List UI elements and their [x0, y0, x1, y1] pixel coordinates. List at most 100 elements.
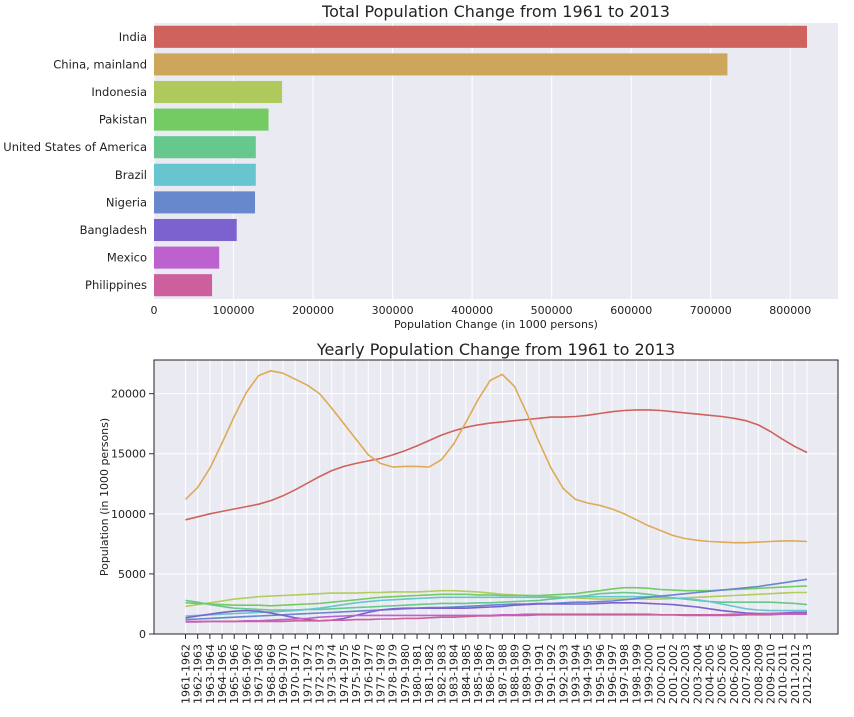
line-x-tick-label: 1993-1994 — [569, 644, 582, 704]
line-x-tick-label: 2004-2005 — [704, 644, 717, 704]
bar-x-tick-label: 400000 — [451, 304, 493, 317]
bar-x-tick-label: 100000 — [213, 304, 255, 317]
line-x-tick-label: 2012-2013 — [801, 644, 814, 704]
bar — [154, 108, 269, 131]
line-x-tick-label: 1987-1988 — [496, 644, 509, 704]
bar — [154, 80, 283, 104]
bar-chart-title: Total Population Change from 1961 to 201… — [321, 2, 670, 21]
line-x-tick-label: 1997-1998 — [618, 644, 631, 704]
line-series-1 — [185, 409, 808, 521]
bar-category-labels: India China, mainland Indonesia Pakistan Uni… — [3, 30, 147, 292]
line-x-tick-label: 1988-1989 — [509, 644, 522, 704]
line-x-tick-label: 2009-2010 — [764, 644, 777, 704]
line-y-axis-label: Population (in 1000 persons) — [98, 418, 111, 576]
bar — [154, 218, 237, 242]
line-series-6 — [185, 595, 807, 617]
bar-marks — [154, 25, 807, 297]
line-x-tick-label: 1970-1971 — [289, 644, 302, 704]
line-x-tick-label: 1994-1995 — [582, 644, 595, 704]
bar-category-label: Philippines — [85, 278, 147, 292]
line-y-tick-labels: 0 5000 10000 15000 20000 — [111, 388, 146, 641]
line-series-2 — [184, 369, 808, 544]
line-x-tick-label: 1992-1993 — [557, 644, 570, 704]
bar-x-tick-labels: 0 100000 200000 300000 400000 500000 600000 700… — [151, 304, 812, 317]
line-x-tick-label: 2002-2003 — [679, 644, 692, 704]
line-x-tick-label: 1977-1978 — [374, 644, 387, 704]
line-x-tick-label: 1968-1969 — [265, 644, 278, 704]
line-x-tick-label: 1986-1987 — [484, 644, 497, 704]
bar-category-label: Brazil — [115, 168, 147, 182]
line-x-tick-label: 1975-1976 — [350, 644, 363, 704]
line-plot-area — [154, 360, 838, 634]
bar — [154, 246, 220, 269]
line-x-tick-label: 1967-1968 — [253, 644, 266, 704]
line-plot-frame — [153, 359, 839, 635]
line-y-tick-label: 10000 — [111, 508, 146, 521]
line-x-tick-label: 1981-1982 — [423, 644, 436, 704]
line-x-tick-labels: 1961-1962 1962-1963 1963-1964 1964-1965 1965… — [180, 644, 815, 704]
line-x-tick-label: 1998-1999 — [630, 644, 643, 704]
bar-x-tick-label: 600000 — [610, 304, 652, 317]
line-x-tick-label: 1990-1991 — [533, 644, 546, 704]
line-x-tick-label: 1995-1996 — [594, 644, 607, 704]
bar-x-tick-label: 800000 — [769, 304, 811, 317]
line-x-tick-label: 1974-1975 — [338, 644, 351, 704]
line-series — [184, 369, 808, 623]
bar-x-tick-label: 500000 — [531, 304, 573, 317]
line-x-tick-label: 1963-1964 — [204, 644, 217, 704]
bar-category-label: Nigeria — [106, 195, 147, 209]
bar — [154, 25, 807, 48]
line-series-7 — [185, 578, 808, 621]
line-y-tick-label: 15000 — [111, 448, 146, 461]
line-x-tick-label: 2010-2011 — [777, 644, 790, 704]
bar — [154, 163, 256, 186]
bar-category-label: Mexico — [107, 251, 147, 265]
line-x-tick-label: 2008-2009 — [752, 644, 765, 704]
line-chart-title: Yearly Population Change from 1961 to 20… — [316, 340, 675, 359]
bar-x-tick-label: 200000 — [292, 304, 334, 317]
bar-x-axis-label: Population Change (in 1000 persons) — [394, 318, 598, 331]
line-y-tick-label: 20000 — [111, 388, 146, 401]
line-series-10 — [185, 612, 807, 623]
line-x-tick-label: 1961-1962 — [180, 644, 193, 704]
bar-category-label: Indonesia — [91, 85, 147, 99]
line-x-tick-label: 1966-1967 — [240, 644, 253, 704]
line-x-tick-label: 1991-1992 — [545, 644, 558, 704]
line-x-tick-label: 1984-1985 — [460, 644, 473, 704]
line-x-tick-label: 2007-2008 — [740, 644, 753, 704]
line-y-tick-label: 0 — [139, 628, 146, 641]
bar-category-label: United States of America — [3, 140, 147, 154]
bar — [154, 136, 256, 159]
line-x-tick-label: 1983-1984 — [448, 644, 461, 704]
line-series-3 — [185, 589, 807, 608]
line-x-tick-label: 2001-2002 — [667, 644, 680, 704]
line-x-tick-label: 2006-2007 — [728, 644, 741, 704]
bar-category-label: India — [119, 30, 147, 44]
line-x-tick-label: 1985-1986 — [472, 644, 485, 704]
line-x-tick-label: 1976-1977 — [362, 644, 375, 704]
line-x-tick-label: 2000-2001 — [655, 644, 668, 704]
bar-category-label: Bangladesh — [80, 223, 147, 237]
line-y-tick-label: 5000 — [118, 568, 146, 581]
line-x-tick-label: 1969-1970 — [277, 644, 290, 704]
line-x-tick-label: 1999-2000 — [643, 644, 656, 704]
bar-x-tick-label: 700000 — [690, 304, 732, 317]
line-x-tick-label: 1980-1981 — [411, 644, 424, 704]
line-series-8 — [185, 601, 807, 622]
line-x-tick-label: 1962-1963 — [192, 644, 205, 704]
bar-category-label: Pakistan — [99, 113, 147, 127]
line-x-tick-label: 1973-1974 — [326, 644, 339, 704]
line-x-tick-label: 1971-1972 — [301, 644, 314, 704]
bar — [154, 274, 213, 297]
line-x-tick-label: 1978-1979 — [387, 644, 400, 704]
line-gridlines — [149, 360, 838, 639]
bar-x-tick-label: 300000 — [372, 304, 414, 317]
line-x-tick-label: 1972-1973 — [314, 644, 327, 704]
bar — [154, 191, 256, 214]
line-x-tick-label: 1965-1966 — [228, 644, 241, 704]
bar-category-label: China, mainland — [53, 57, 147, 71]
bar-x-tick-label: 0 — [151, 304, 158, 317]
line-x-tick-label: 1996-1997 — [606, 644, 619, 704]
line-x-tick-label: 2011-2012 — [789, 644, 802, 704]
